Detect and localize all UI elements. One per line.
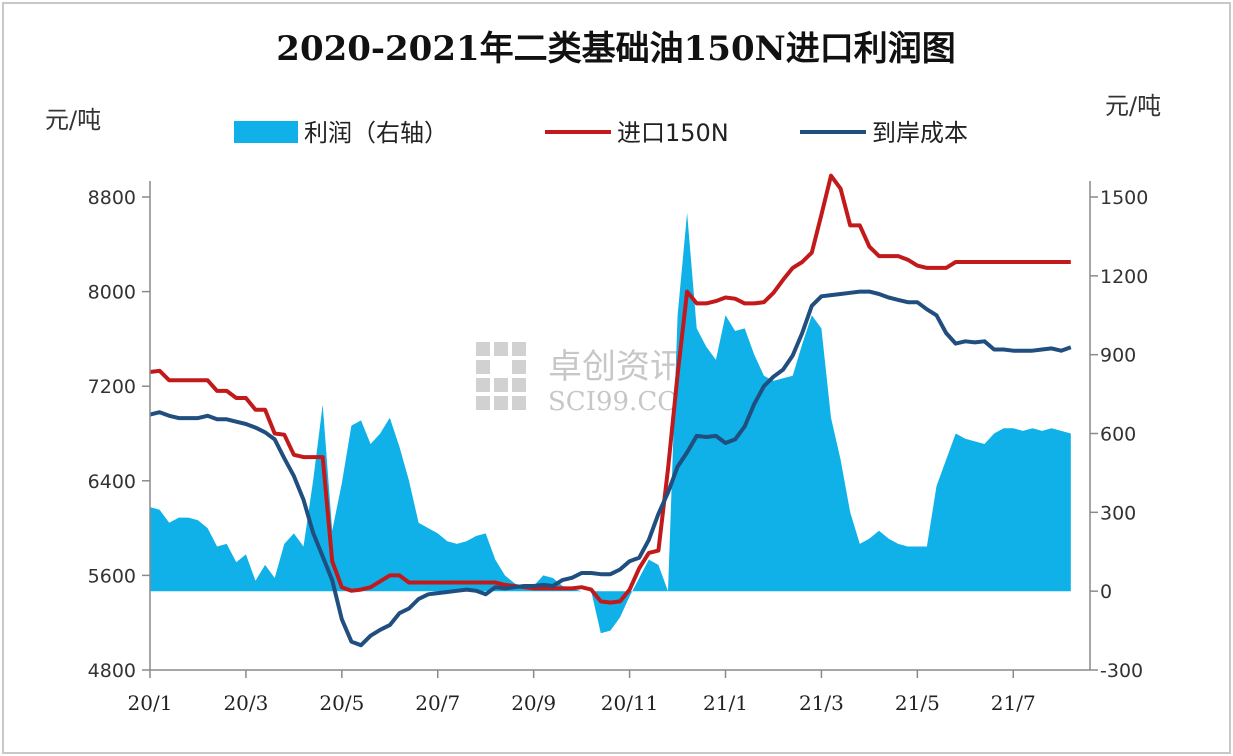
right-tick-label: 300 [1100,502,1136,524]
x-tick-label: 21/3 [799,691,844,715]
left-tick-label: 8800 [88,187,136,209]
series-line-import-150n [149,173,1071,605]
legend: 利润（右轴） 进口150N 到岸成本 [234,119,968,147]
legend-item-landed-cost: 到岸成本 [800,119,968,147]
x-tick-label: 20/9 [511,691,556,715]
x-tick-label: 20/11 [601,691,659,715]
legend-swatch-profit [234,121,298,143]
left-tick-label: 5600 [88,565,136,587]
right-tick-label: 1500 [1100,187,1148,209]
left-axis-unit: 元/吨 [45,106,101,134]
x-tick-label: 21/7 [991,691,1036,715]
profit-area-layer [150,212,1071,634]
line-series-layer [149,173,1072,648]
series-line-landed-cost [149,289,1072,648]
left-tick-label: 4800 [88,660,136,682]
right-tick-label: -300 [1100,660,1143,682]
x-tick-label: 20/1 [128,691,173,715]
legend-label-landed-cost: 到岸成本 [872,119,968,147]
watermark-logo [476,342,526,410]
x-tick-label: 21/1 [703,691,748,715]
axes-layer: 8800 8000 7200 6400 5600 4800 1500 1200 900 600 30… [88,181,1148,715]
watermark: 卓创资讯 SCI99.COM [476,342,705,417]
x-tick-label: 20/7 [415,691,460,715]
right-tick-label: 0 [1100,581,1112,603]
watermark-text: 卓创资讯 [548,347,684,387]
chart-title: 2020-2021年二类基础油150N进口利润图 [276,29,955,69]
right-tick-label: 1200 [1100,266,1148,288]
left-tick-label: 7200 [88,376,136,398]
legend-label-import-150n: 进口150N [617,119,729,147]
x-tick-label: 20/5 [319,691,364,715]
series-area-profit [150,212,1071,634]
legend-item-import-150n: 进口150N [545,119,729,147]
legend-item-profit: 利润（右轴） [234,119,448,147]
left-tick-label: 8000 [88,282,136,304]
x-tick-label: 21/5 [895,691,940,715]
right-tick-label: 900 [1100,345,1136,367]
right-axis-unit: 元/吨 [1105,92,1161,120]
right-tick-label: 600 [1100,424,1136,446]
x-tick-label: 20/3 [223,691,268,715]
left-tick-label: 6400 [88,471,136,493]
legend-label-profit: 利润（右轴） [304,119,448,147]
